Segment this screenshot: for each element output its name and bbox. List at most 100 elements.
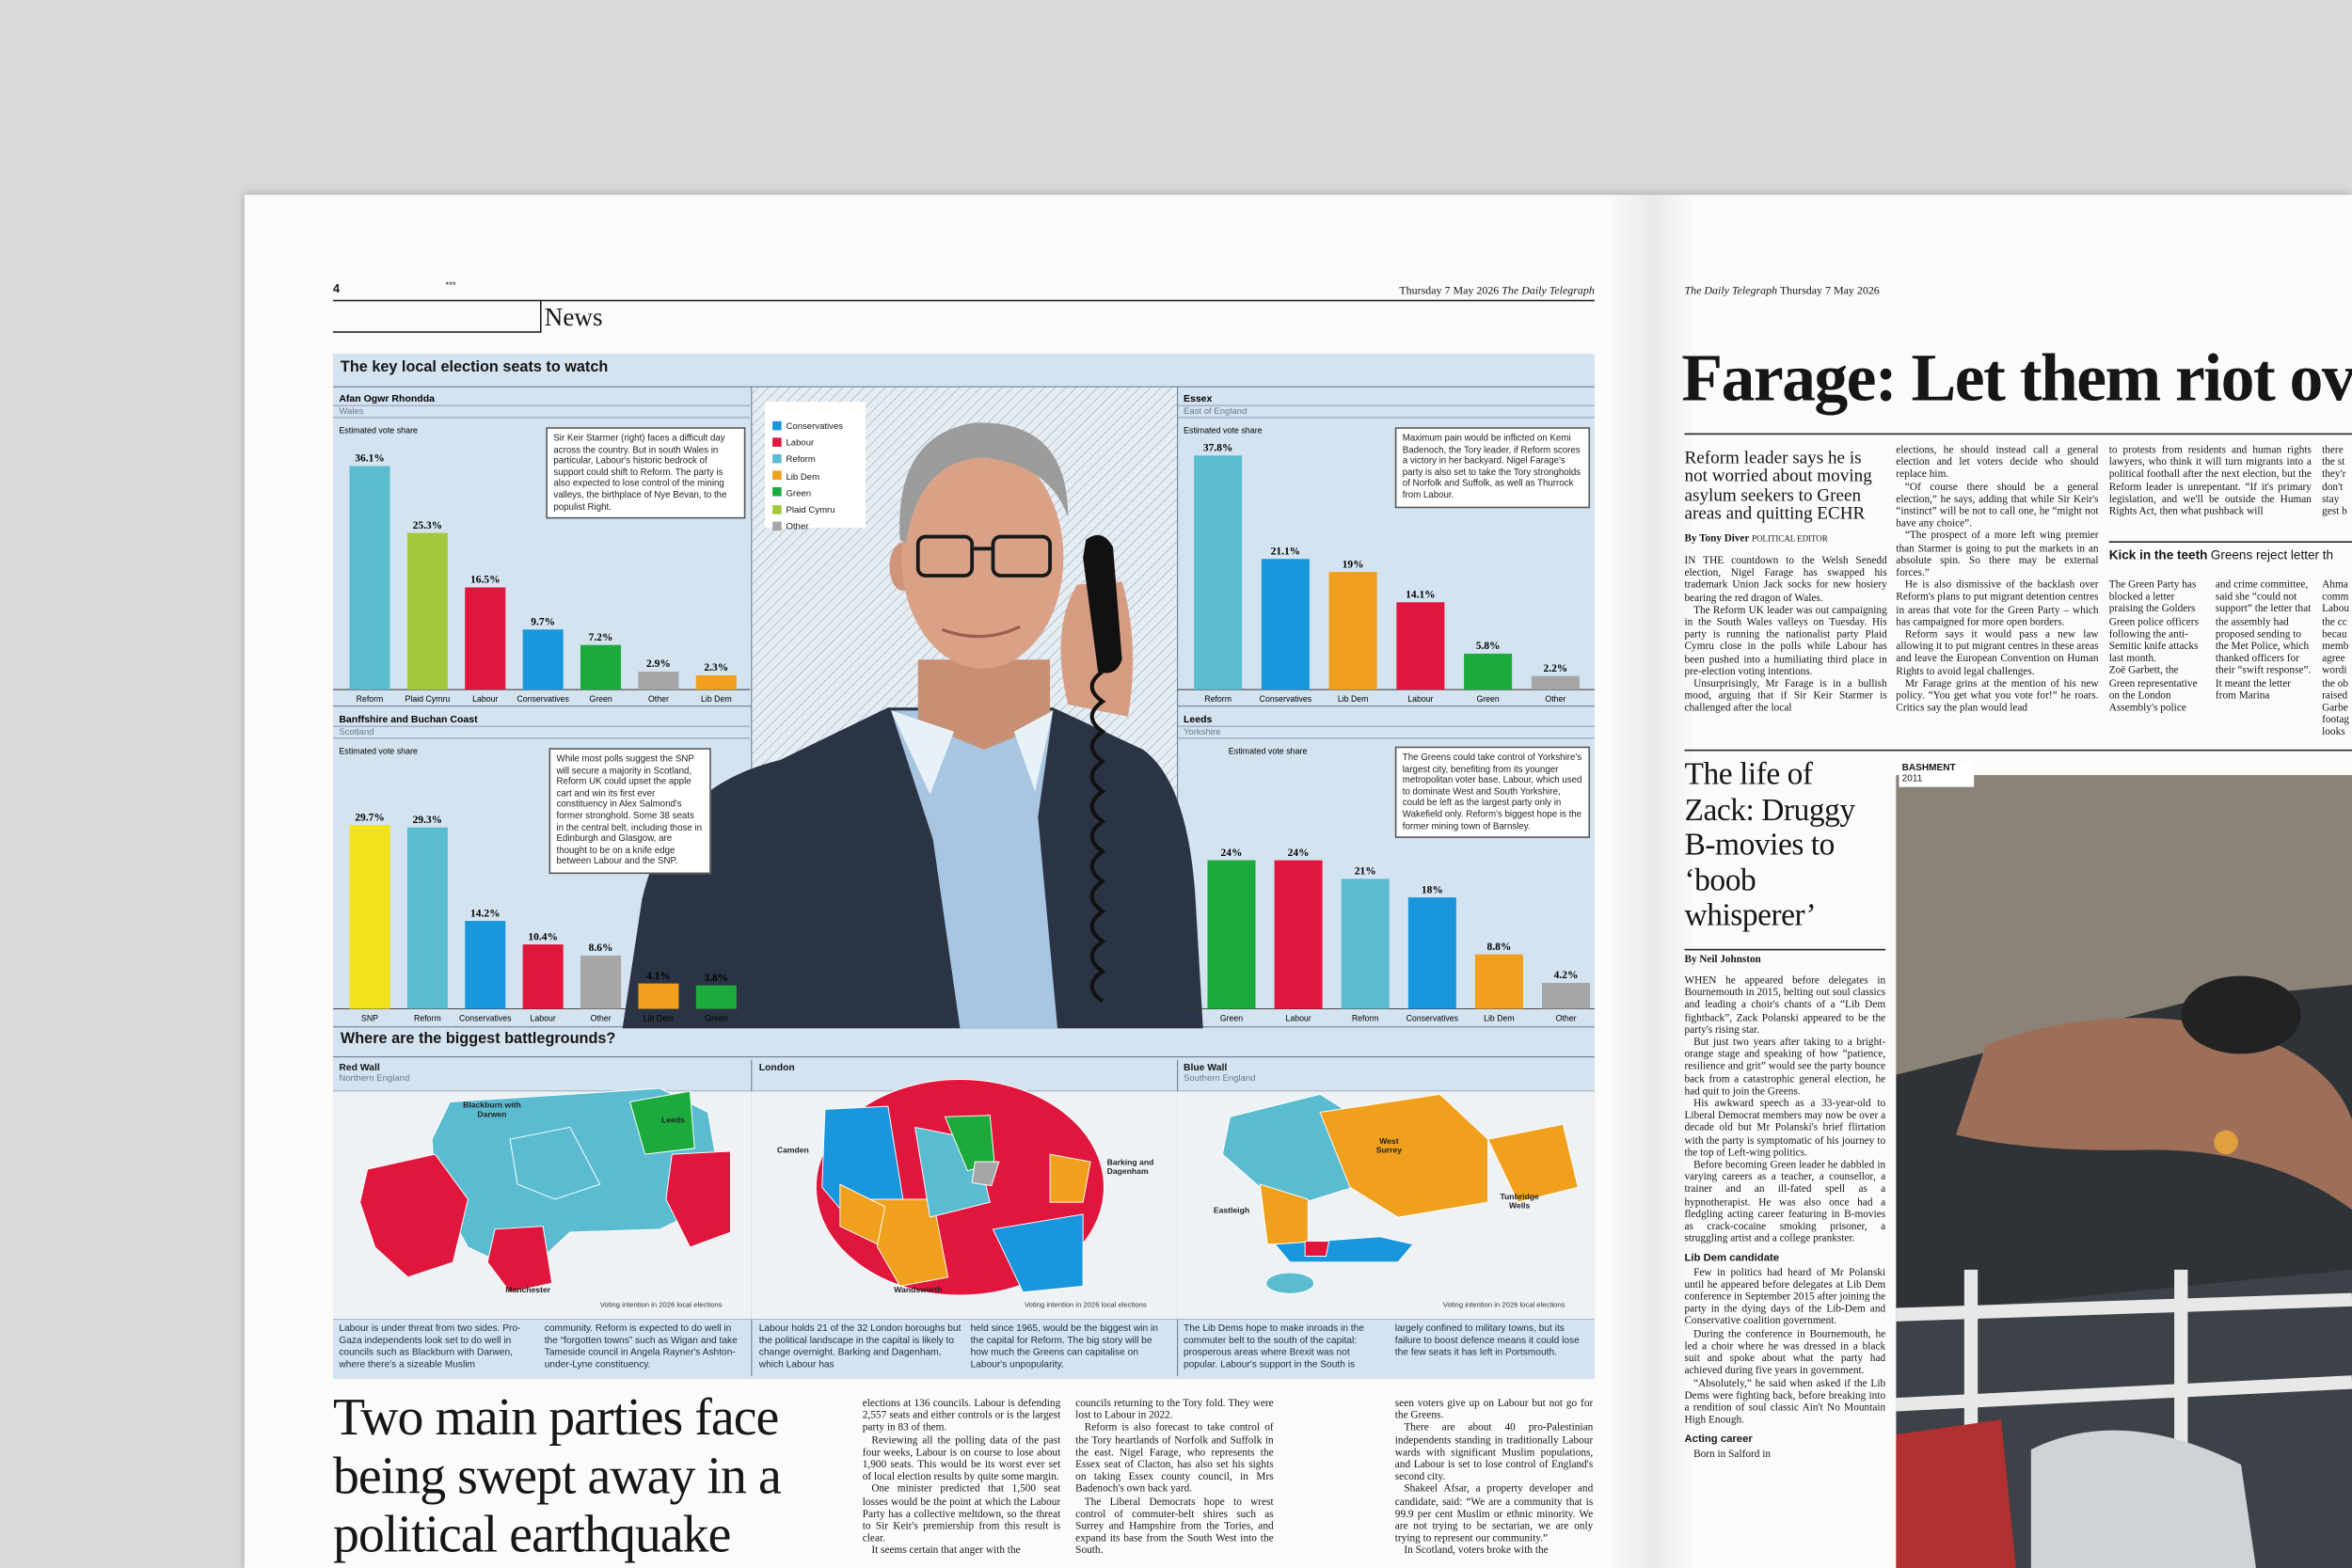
bar [580,955,622,1009]
chart-annotation: Sir Keir Starmer (right) faces a difficu… [546,427,746,519]
value-label: 16.5% [470,575,501,586]
body-column: there the st they'r don't stay gest b [2322,444,2352,534]
value-label: 7.2% [589,632,613,643]
paragraph: wordi [2322,664,2347,677]
legend-label: Other [786,523,809,533]
category-label: Labour [1285,1013,1311,1022]
category-label: Lib Dem [1338,694,1369,704]
chart-title: Banffshire and Buchan Coast [339,714,478,725]
brief-column: Ahma comm Labou the cc becau memb agree wordi th… [2322,578,2352,743]
brief-headline: Greens reject letter th [2210,546,2334,562]
map-subtitle: Southern England [1183,1074,1256,1085]
body-column: elections, he should instead call a gene… [1896,444,2098,744]
category-label: Other [648,694,669,704]
paragraph: looks [2322,726,2345,738]
category-label: Green [589,694,612,704]
paragraph: raised [2322,689,2348,702]
category-label: Other [591,1013,612,1022]
body-column: elections at 136 councils. Labour is def… [863,1397,1060,1568]
phone-cord [1089,670,1106,1004]
section-name: News [544,302,603,332]
paragraph: The Liberal Democrats hope to wrest cont… [1075,1495,1274,1557]
paragraph: councils returning to the Tory fold. The… [1075,1397,1274,1422]
paragraph: There are about 40 pro-Palestinian indep… [1394,1421,1594,1483]
value-label: 29.3% [413,815,443,826]
category-label: Reform [414,1013,441,1022]
legend-item: Reform [772,443,816,466]
value-label: 24% [1288,847,1310,859]
bar [522,944,564,1009]
brief-heading: Kick in the teeth Greens reject letter t… [2109,547,2333,562]
paragraph: IN THE countdown to the Welsh Senedd ele… [1684,554,1887,604]
subheading: Acting career [1684,1433,1753,1446]
category-label: Reform [357,694,384,704]
value-label: 2.2% [1543,663,1567,674]
value-label: 2.9% [646,658,671,670]
paragraph: the ob [2322,676,2349,689]
category-label: Conservatives [459,1013,512,1022]
standfirst: Reform leader says he is not worried abo… [1684,446,1872,524]
paragraph: they'r [2322,467,2346,481]
legend-swatch [772,436,782,447]
glasses [915,534,1052,578]
jacket [622,707,1203,1029]
paragraph: The Green Party has blocked a letter pra… [2108,578,2199,665]
value-label: 4.2% [1554,970,1579,981]
rule [1684,433,2352,435]
map-source: Voting intention in 2026 local elections [1024,1302,1147,1310]
paragraph: there [2322,443,2344,456]
feature-body: WHEN he appeared before delegates in Bou… [1685,974,1886,1568]
map-source: Voting intention in 2026 local elections [599,1302,723,1310]
bar [406,827,448,1009]
maps-title: Where are the biggest battlegrounds? [340,1031,616,1048]
legend-label: Lib Dem [786,472,820,483]
body-column: to protests from residents and human rig… [2109,444,2312,534]
paragraph: memb [2322,640,2349,653]
value-label: 37.8% [1203,443,1233,454]
value-label: 2.3% [704,662,728,673]
headline: Two main parties face being swept away i… [332,1387,782,1564]
paragraph: elections at 136 councils. Labour is def… [862,1397,1061,1434]
legend-label: Green [786,489,812,499]
map-label: Leeds [661,1117,685,1126]
paragraph: becau [2322,627,2347,641]
legend-item: Other [772,510,808,532]
london-map [815,1078,1104,1296]
rule [332,331,540,333]
paragraph: the cc [2322,615,2347,628]
rule [332,299,1595,302]
bar [349,466,390,690]
legend-swatch [772,420,782,430]
bar [1407,897,1456,1009]
map-caption: held since 1965, would be the biggest wi… [970,1323,1158,1370]
map-title: London [758,1062,795,1074]
legend-swatch [772,487,782,497]
chart-subtitle: Yorkshire [1184,727,1220,737]
paragraph: It meant the letter from Marina [2215,676,2292,702]
bar [695,985,737,1009]
category-label: Reform [1352,1013,1379,1022]
value-label: 8.8% [1487,942,1512,953]
map-label: Eastleigh [1213,1206,1250,1216]
value-label: 9.7% [531,616,555,627]
bar [638,672,679,690]
paragraph: Ahma [2322,578,2348,591]
category-label: Conservatives [1260,694,1312,704]
value-label: 8.6% [589,942,613,954]
subheading: Lib Dem candidate [1684,1252,1780,1265]
legend-label: Reform [786,456,816,466]
legend-item: Lib Dem [772,460,819,483]
bar [580,644,622,690]
feature-headline: The life of Zack: Druggy B-movies to ‘bo… [1684,755,1856,933]
body-column: seen voters give up on Labour but not go… [1395,1397,1593,1568]
map-label: Barking and Dagenham [1106,1158,1154,1178]
gutter-shadow [1604,195,1695,1568]
paragraph: His awkward speech as a 33-year-old to L… [1684,1097,1886,1159]
bar [1261,559,1310,690]
legend: Conservatives Labour Reform Lib Dem Green Pla… [765,402,866,532]
map-label: Wandsworth [894,1286,943,1295]
bar [349,825,390,1009]
date: Thursday 7 May 2026 [1399,283,1500,297]
paragraph: “Absolutely,” he said when asked if the … [1684,1376,1886,1426]
